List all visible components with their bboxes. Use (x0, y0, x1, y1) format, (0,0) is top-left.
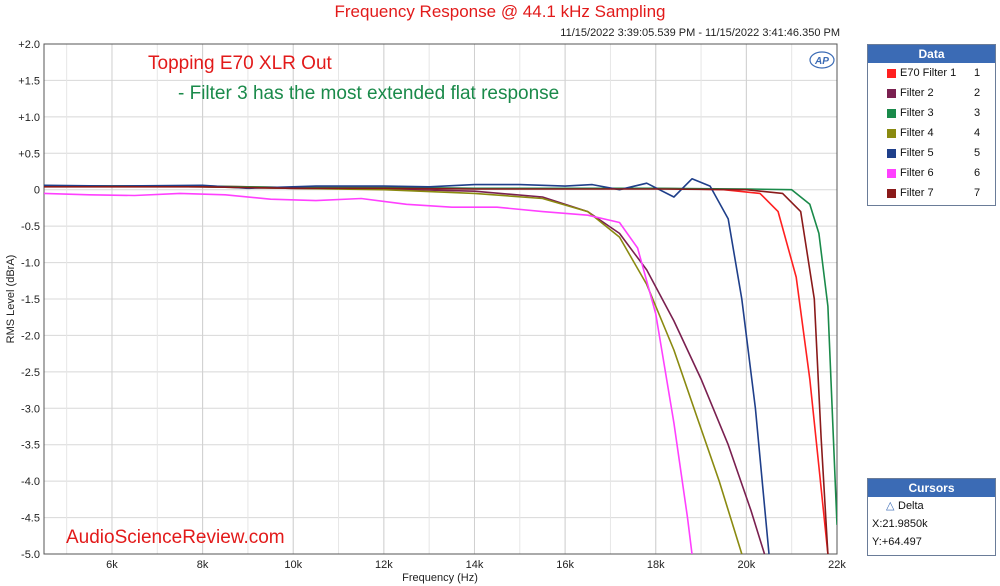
x-tick-label: 10k (284, 559, 302, 571)
legend-item-6[interactable]: Filter 6 6 (868, 163, 995, 183)
legend-label: Filter 7 (900, 187, 934, 199)
legend-label: Filter 6 (900, 167, 934, 179)
legend-swatch (887, 69, 896, 78)
y-tick-label: -3.5 (21, 440, 40, 452)
plot-frame (43, 43, 838, 555)
y-tick-label: 0 (34, 185, 40, 197)
legend-number: 6 (974, 167, 981, 179)
cursor-mode: Delta (898, 500, 924, 512)
ap-logo-text: AP (814, 56, 829, 67)
series-line-4 (44, 185, 743, 554)
series-line-1 (44, 185, 829, 554)
x-axis-label: Frequency (Hz) (402, 572, 478, 584)
y-tick-label: -4.0 (21, 476, 40, 488)
legend-label: Filter 4 (900, 127, 934, 139)
y-axis-label: RMS Level (dBrA) (5, 255, 17, 344)
cursor-mode-row[interactable]: △ Delta (868, 497, 995, 515)
watermark: AudioScienceReview.com (66, 527, 285, 548)
cursors-panel: Cursors △ Delta X:21.9850k Y:+64.497 (867, 478, 996, 556)
cursors-header: Cursors (868, 479, 995, 497)
series-lines (44, 178, 837, 554)
legend-item-2[interactable]: Filter 2 2 (868, 83, 995, 103)
series-line-2 (44, 185, 766, 554)
legend-swatch (887, 149, 896, 158)
x-tick-label: 6k (106, 559, 118, 571)
y-tick-label: -0.5 (21, 221, 40, 233)
legend-number: 3 (974, 107, 981, 119)
legend-panel: Data E70 Filter 1 1 Filter 2 2 Filter 3 3 Filt… (867, 44, 996, 206)
legend-list: E70 Filter 1 1 Filter 2 2 Filter 3 3 Filter 4 4… (868, 63, 995, 203)
legend-label: E70 Filter 1 (900, 67, 957, 79)
x-tick-label: 22k (828, 559, 846, 571)
legend-swatch (887, 109, 896, 118)
legend-swatch (887, 89, 896, 98)
x-tick-label: 18k (647, 559, 665, 571)
device-annotation: Topping E70 XLR Out (148, 53, 332, 74)
y-tick-label: -5.0 (21, 549, 40, 561)
y-axis-ticks: +2.0 +1.5 +1.0 +0.5 0 -0.5 -1.0 -1.5 -2.0 -2.5 -3.… (18, 39, 40, 561)
legend-swatch (887, 129, 896, 138)
x-tick-label: 12k (375, 559, 393, 571)
legend-item-3[interactable]: Filter 3 3 (868, 103, 995, 123)
cursor-y-readout: Y:+64.497 (872, 536, 922, 548)
legend-header: Data (868, 45, 995, 63)
y-tick-label: -3.0 (21, 403, 40, 415)
x-tick-label: 8k (197, 559, 209, 571)
x-tick-label: 14k (466, 559, 484, 571)
y-tick-label: -1.0 (21, 258, 40, 270)
legend-number: 2 (974, 87, 981, 99)
y-tick-label: -2.0 (21, 330, 40, 342)
legend-number: 7 (974, 187, 981, 199)
legend-item-7[interactable]: Filter 7 7 (868, 183, 995, 203)
delta-icon: △ (886, 500, 895, 512)
legend-item-1[interactable]: E70 Filter 1 1 (868, 63, 995, 83)
legend-swatch (887, 169, 896, 178)
series-line-5 (44, 178, 770, 554)
legend-label: Filter 2 (900, 87, 934, 99)
legend-label: Filter 3 (900, 107, 934, 119)
series-line-3 (44, 185, 837, 525)
series-line-7 (44, 186, 829, 554)
y-tick-label: -1.5 (21, 294, 40, 306)
chart-title: Frequency Response @ 44.1 kHz Sampling (334, 2, 666, 21)
y-tick-label: +2.0 (18, 39, 40, 51)
legend-number: 1 (974, 67, 981, 79)
x-axis-ticks: 6k 8k 10k 12k 14k 16k 18k 20k 22k (106, 559, 846, 571)
y-tick-label: -2.5 (21, 367, 40, 379)
y-tick-label: +0.5 (18, 148, 40, 160)
legend-label: Filter 5 (900, 147, 934, 159)
timestamp: 11/15/2022 3:39:05.539 PM - 11/15/2022 3… (560, 27, 840, 39)
ap-logo: AP (809, 51, 835, 69)
cursor-x-readout: X:21.9850k (872, 518, 928, 530)
legend-swatch (887, 189, 896, 198)
legend-number: 4 (974, 127, 981, 139)
filter-note-annotation: - Filter 3 has the most extended flat re… (178, 83, 560, 104)
x-tick-label: 20k (737, 559, 755, 571)
x-tick-label: 16k (556, 559, 574, 571)
series-line-6 (44, 192, 693, 554)
legend-number: 5 (974, 147, 981, 159)
y-tick-label: +1.0 (18, 112, 40, 124)
y-tick-label: +1.5 (18, 75, 40, 87)
legend-item-5[interactable]: Filter 5 5 (868, 143, 995, 163)
y-tick-label: -4.5 (21, 513, 40, 525)
legend-item-4[interactable]: Filter 4 4 (868, 123, 995, 143)
